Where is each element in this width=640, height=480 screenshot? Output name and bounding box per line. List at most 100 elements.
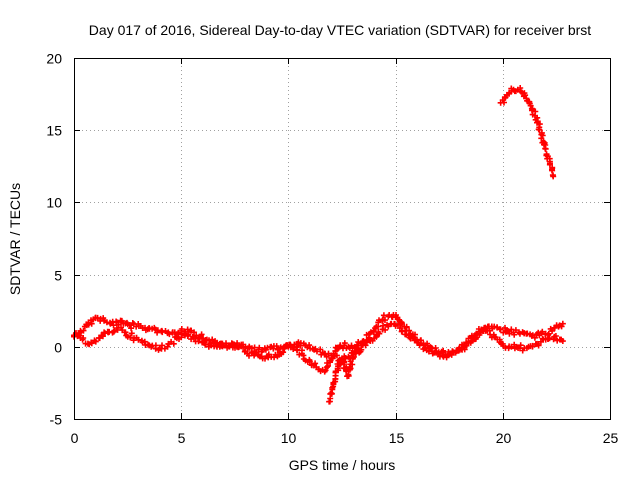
series-track-d (497, 85, 557, 180)
x-tick-label: 5 (178, 430, 186, 446)
marker-band (294, 347, 305, 358)
marker-band (332, 367, 342, 376)
marker-band (321, 350, 332, 360)
y-tick-label: 20 (46, 51, 62, 67)
x-axis-title: GPS time / hours (289, 457, 396, 473)
marker-band (538, 328, 549, 338)
data-point (358, 346, 365, 353)
marker-band (178, 326, 189, 335)
data-point (191, 329, 198, 336)
marker-band (256, 344, 266, 355)
marker-band (388, 313, 396, 320)
marker-band (541, 139, 549, 148)
marker-band (315, 366, 324, 375)
marker-band (308, 360, 319, 369)
marker-band (262, 351, 272, 362)
marker-band (545, 325, 554, 338)
marker-band (556, 322, 565, 330)
marker-band (343, 367, 351, 380)
marker-band (312, 345, 325, 358)
marker-band (218, 340, 231, 351)
marker-band (465, 334, 480, 344)
marker-band (542, 145, 550, 159)
marker-band (226, 342, 238, 351)
marker-band (406, 334, 419, 344)
marker-band (535, 126, 545, 136)
marker-band (502, 90, 513, 101)
marker-band (499, 95, 508, 106)
marker-band (508, 85, 515, 94)
data-point (559, 320, 566, 327)
marker-band (154, 327, 165, 336)
marker-band (244, 349, 255, 359)
marker-band (146, 324, 158, 332)
marker-band (538, 132, 546, 146)
x-tick-label: 25 (603, 430, 619, 446)
data-point (306, 358, 313, 365)
marker-band (80, 335, 93, 348)
marker-band (106, 327, 118, 336)
marker-band (270, 343, 280, 352)
data-layer (71, 85, 566, 405)
data-point (148, 343, 155, 350)
tick-layer: 0 5 10 15 20 25 -5 0 5 10 15 20 (46, 51, 618, 447)
marker-band (532, 114, 543, 128)
marker-band (505, 326, 515, 337)
marker-band (275, 344, 286, 352)
y-tick-label: -5 (50, 412, 63, 428)
marker-band (85, 317, 95, 328)
marker-band (184, 331, 196, 343)
y-tick-label: 10 (46, 195, 62, 211)
plot-frame (74, 58, 611, 420)
marker-band (511, 88, 519, 95)
marker-band (109, 318, 120, 329)
x-tick-label: 0 (71, 430, 79, 446)
marker-band (433, 349, 443, 360)
data-point (559, 338, 566, 345)
y-tick-label: 5 (54, 268, 62, 284)
x-tick-label: 15 (389, 430, 405, 446)
series-track-c (326, 344, 365, 405)
x-tick-label: 20 (496, 430, 512, 446)
marker-band (251, 350, 265, 360)
y-tick-label: 15 (46, 123, 62, 139)
x-tick-label: 10 (281, 430, 297, 446)
marker-band (345, 366, 353, 379)
marker-band (201, 340, 212, 350)
marker-band (321, 367, 329, 375)
marker-band (517, 85, 524, 95)
marker-band (198, 331, 209, 343)
marker-band (135, 321, 144, 329)
marker-band (101, 317, 113, 326)
y-axis-title: SDTVAR / TECUs (7, 183, 23, 295)
marker-band (549, 166, 556, 179)
marker-band (128, 320, 137, 332)
marker-band (458, 341, 470, 352)
marker-band (337, 342, 346, 352)
marker-band (337, 356, 346, 367)
marker-band (551, 322, 560, 331)
marker-band (97, 315, 107, 324)
marker-band (354, 345, 361, 353)
marker-band (524, 330, 535, 339)
marker-band (524, 97, 533, 107)
marker-band (531, 329, 542, 341)
marker-band (324, 357, 334, 369)
marker-band (511, 327, 522, 338)
marker-band (340, 365, 350, 372)
marker-band (115, 317, 125, 328)
marker-band (392, 312, 401, 321)
marker-band (262, 344, 274, 353)
data-point (550, 173, 557, 180)
marker-band (244, 343, 253, 352)
marker-band (278, 342, 290, 357)
marker-band (423, 345, 436, 357)
data-point (497, 326, 504, 333)
marker-band (332, 344, 342, 351)
marker-band (552, 333, 565, 344)
marker-band (517, 342, 530, 354)
marker-band (193, 332, 203, 341)
marker-band (391, 320, 402, 329)
marker-band (142, 324, 151, 334)
